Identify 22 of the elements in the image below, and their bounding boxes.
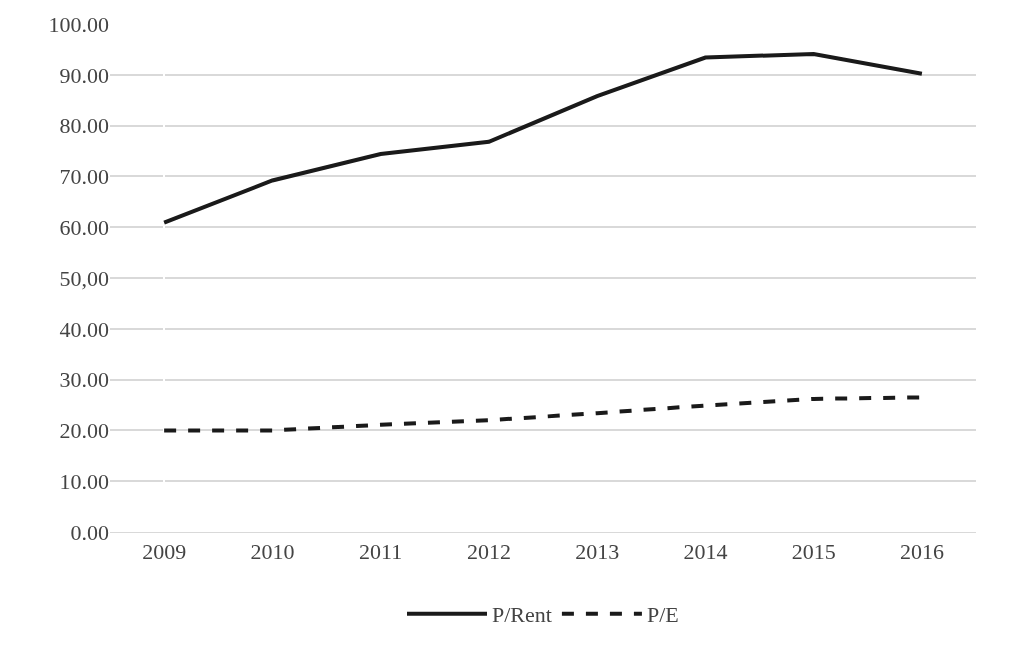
x-tick-label: 2011 xyxy=(359,539,403,565)
x-tick-label: 2013 xyxy=(575,539,620,565)
line-series xyxy=(162,51,924,225)
y-tick-label: 80.00 xyxy=(59,113,109,139)
y-tick-label: 20.00 xyxy=(59,418,109,444)
x-tick-label: 2010 xyxy=(250,539,295,565)
x-tick-label: 2009 xyxy=(142,539,187,565)
y-tick-label: 100.00 xyxy=(48,11,109,37)
y-tick-label: 0.00 xyxy=(70,519,109,545)
x-tick-label: 2015 xyxy=(791,539,836,565)
y-tick-label: 10.00 xyxy=(59,468,109,494)
y-tick-label: 40.00 xyxy=(59,316,109,342)
y-tick-label: 30.00 xyxy=(59,367,109,393)
x-tick-label: 2014 xyxy=(683,539,728,565)
x-tick-label: 2012 xyxy=(466,539,511,565)
y-tick-label: 70.00 xyxy=(59,164,109,190)
y-tick-label: 90.00 xyxy=(59,62,109,88)
legend-label: P/Rent xyxy=(492,602,552,628)
y-tick-label: 60.00 xyxy=(59,214,109,240)
x-tick-label: 2016 xyxy=(899,539,944,565)
y-tick-label: 50,00 xyxy=(59,265,109,291)
legend-label: P/E xyxy=(646,602,679,628)
